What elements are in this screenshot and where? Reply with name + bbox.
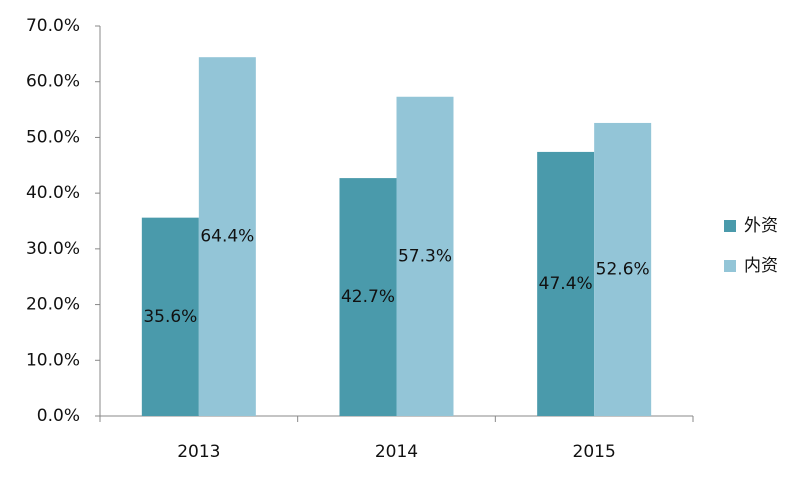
data-label: 52.6% — [596, 259, 650, 279]
x-tick-label: 2015 — [573, 442, 616, 462]
y-tick-label: 70.0% — [26, 16, 80, 36]
data-label: 57.3% — [398, 246, 452, 266]
bar — [141, 217, 199, 416]
data-label: 42.7% — [341, 287, 395, 307]
bar — [594, 122, 652, 416]
legend-swatch — [724, 260, 736, 272]
y-tick-label: 50.0% — [26, 127, 80, 147]
bar — [339, 178, 397, 416]
legend-label: 外资 — [744, 216, 778, 236]
legend-label: 内资 — [744, 256, 778, 276]
y-tick-label: 20.0% — [26, 295, 80, 315]
data-label: 47.4% — [539, 274, 593, 294]
data-label: 64.4% — [200, 227, 254, 247]
y-tick-label: 60.0% — [26, 72, 80, 92]
y-tick-label: 0.0% — [37, 406, 80, 426]
bar — [537, 151, 595, 416]
x-tick-label: 2013 — [177, 442, 220, 462]
x-tick-label: 2014 — [375, 442, 418, 462]
y-tick-label: 40.0% — [26, 183, 80, 203]
y-tick-label: 10.0% — [26, 350, 80, 370]
legend-swatch — [724, 220, 736, 232]
bar — [198, 57, 256, 416]
bar — [396, 96, 454, 416]
data-label: 35.6% — [143, 307, 197, 327]
y-tick-label: 30.0% — [26, 239, 80, 259]
